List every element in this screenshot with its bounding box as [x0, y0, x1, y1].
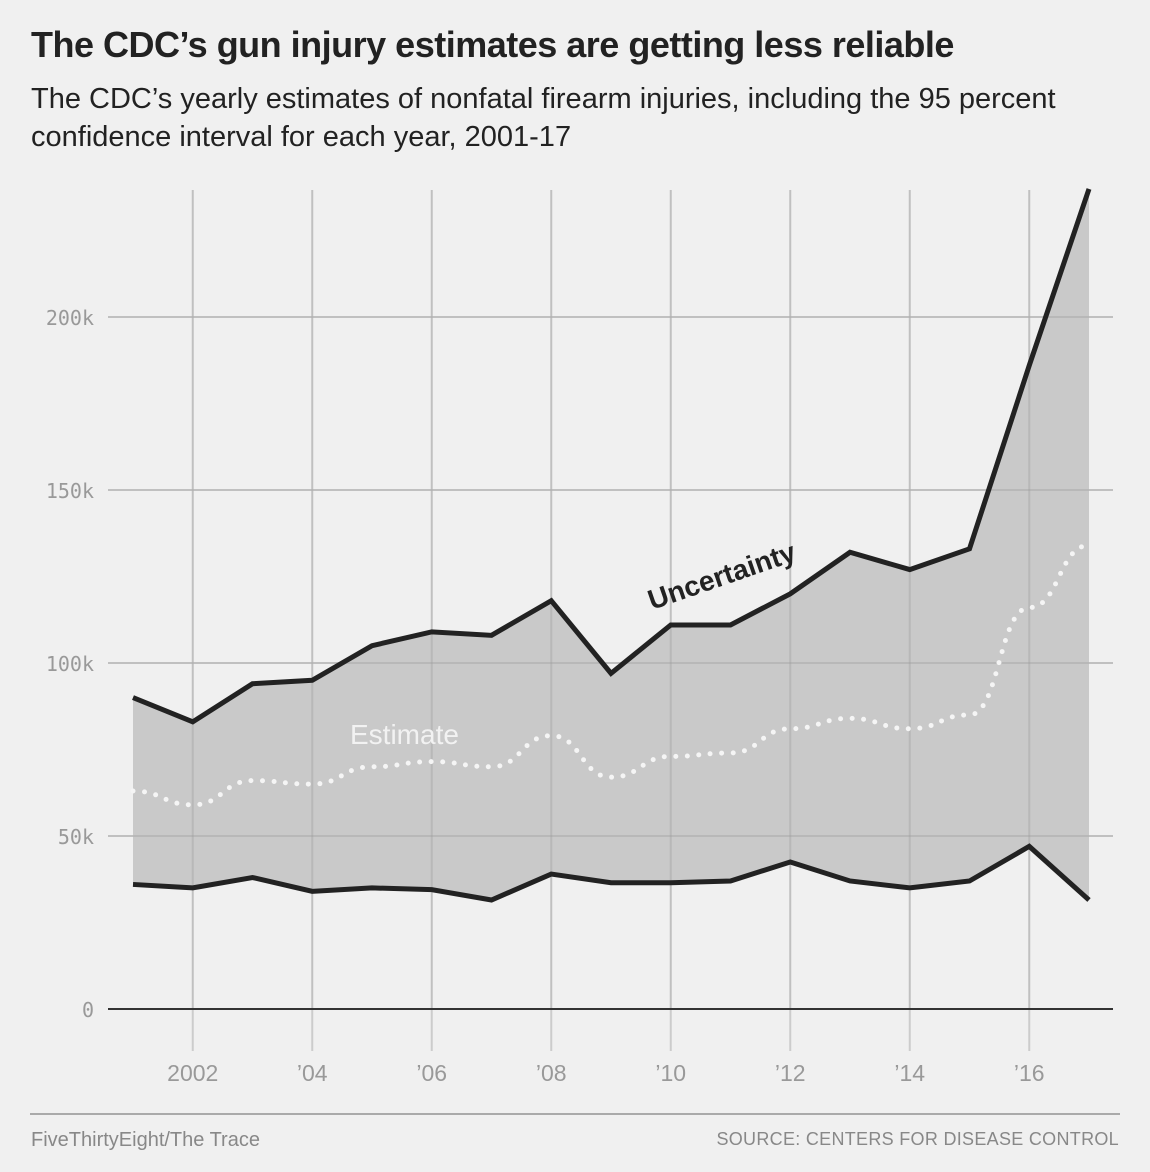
y-tick-label: 50k — [58, 825, 94, 849]
estimate-label: Estimate — [350, 719, 459, 750]
x-tick-label: ’12 — [775, 1060, 806, 1086]
confidence-band — [133, 188, 1089, 901]
y-tick-label: 150k — [46, 479, 94, 503]
x-tick-label: ’06 — [416, 1060, 447, 1086]
x-tick-label: ’16 — [1014, 1060, 1045, 1086]
x-tick-label: 2002 — [167, 1060, 218, 1086]
lower-bound-line — [132, 843, 1091, 903]
x-tick-label: ’14 — [894, 1060, 925, 1086]
y-tick-label: 0 — [82, 998, 94, 1022]
chart-title: The CDC’s gun injury estimates are getti… — [31, 24, 954, 65]
footer-divider — [30, 1113, 1120, 1115]
upper-bound-line — [132, 188, 1092, 725]
y-tick-label: 200k — [46, 306, 94, 330]
x-tick-label: ’04 — [297, 1060, 328, 1086]
x-tick-label: ’10 — [655, 1060, 686, 1086]
y-tick-label: 100k — [46, 652, 94, 676]
chart-subtitle: The CDC’s yearly estimates of nonfatal f… — [31, 83, 1056, 153]
source-text: SOURCE: CENTERS FOR DISEASE CONTROL — [716, 1129, 1119, 1149]
credit-text: FiveThirtyEight/The Trace — [31, 1129, 260, 1151]
x-tick-label: ’08 — [536, 1060, 567, 1086]
